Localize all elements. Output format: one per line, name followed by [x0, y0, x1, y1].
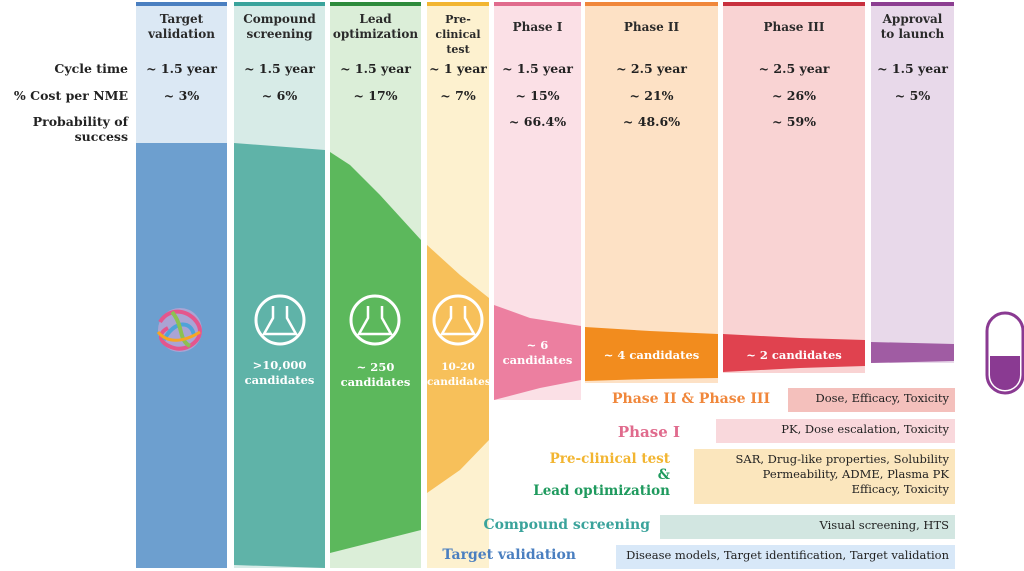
legend-title-compound-screening: Compound screening	[483, 517, 650, 533]
funnel-compound	[234, 143, 325, 568]
legend-desc-preclinical-lead: SAR, Drug-like properties, Solubility Pe…	[694, 449, 955, 504]
cycle-time-approval: ~ 1.5 year	[877, 61, 948, 76]
flask-icon	[349, 294, 401, 346]
cost-phase2: ~ 21%	[629, 88, 674, 103]
capsule-icon	[985, 311, 1024, 395]
row-label-cost: % Cost per NME	[13, 88, 128, 103]
funnel-approval	[871, 342, 954, 363]
stage-header-compound: Compound screening	[243, 12, 316, 41]
cycle-time-preclinical: ~ 1 year	[429, 61, 487, 76]
cost-compound: ~ 6%	[261, 88, 298, 103]
legend-desc-phase2-3: Dose, Efficacy, Toxicity	[788, 388, 955, 412]
flask-icons	[254, 294, 484, 346]
stage-column-phase3	[723, 3, 865, 373]
candidates-compound: >10,000 candidates	[244, 358, 315, 387]
cost-phase1: ~ 15%	[515, 88, 560, 103]
candidates-lead: ~ 250 candidates	[340, 360, 411, 389]
flask-icon	[254, 294, 306, 346]
candidates-phase1: ~ 6 candidates	[502, 338, 573, 367]
stage-header-phase1: Phase I	[512, 20, 563, 34]
stage-column-phase2	[585, 3, 718, 383]
candidates-phase2: ~ 4 candidates	[603, 348, 700, 362]
cycle-time-phase3: ~ 2.5 year	[758, 61, 830, 76]
legend-title-phase2-3: Phase II & Phase III	[611, 391, 770, 407]
funnel-phase3	[723, 334, 865, 372]
stage-header-phase3: Phase III	[763, 20, 825, 34]
funnel	[136, 143, 954, 568]
cost-phase3: ~ 26%	[771, 88, 817, 103]
stage-header-lead: Lead optimization	[332, 12, 419, 41]
cost-approval: ~ 5%	[894, 88, 931, 103]
cycle-time-phase2: ~ 2.5 year	[616, 61, 687, 76]
candidates-preclinical: 10-20 candidates	[427, 361, 491, 388]
legend-desc-target-validation: Disease models, Target identification, T…	[616, 545, 955, 569]
cycle-time-lead: ~ 1.5 year	[340, 61, 411, 76]
funnel-target	[136, 143, 227, 568]
legend-desc-compound-screening: Visual screening, HTS	[660, 515, 955, 539]
stage-header-target: Target validation	[148, 12, 215, 41]
stage-header-approval: Approval to launch	[880, 12, 945, 41]
stage-column-approval	[871, 3, 954, 363]
funnel-phase1	[494, 305, 581, 400]
cost-lead: ~ 17%	[353, 88, 398, 103]
success-phase2: ~ 48.6%	[622, 114, 681, 129]
funnel-preclinical	[427, 245, 489, 493]
cost-preclinical: ~ 7%	[440, 88, 476, 103]
legend-desc-phase1: PK, Dose escalation, Toxicity	[716, 419, 955, 443]
candidates-phase3: ~ 2 candidates	[746, 348, 842, 362]
legend-title-lead-optimization: Lead optimization	[533, 483, 670, 499]
cycle-time-compound: ~ 1.5 year	[244, 61, 315, 76]
funnel-lead	[330, 152, 421, 553]
protein-icon	[156, 308, 202, 352]
cost-target: ~ 3%	[163, 88, 200, 103]
flask-icon	[432, 294, 484, 346]
row-label-success: Probability of success	[32, 114, 128, 144]
cycle-time-target: ~ 1.5 year	[146, 61, 217, 76]
funnel-phase2	[585, 327, 718, 381]
success-phase1: ~ 66.4%	[508, 114, 567, 129]
stage-header-preclinical: Pre-clinical test	[435, 13, 481, 56]
legend-title-ampersand: &	[657, 467, 670, 483]
row-label-cycle-time: Cycle time	[54, 61, 128, 76]
legend-title-target-validation: Target validation	[442, 547, 576, 563]
success-phase3: ~ 59%	[771, 114, 817, 129]
stage-header-phase2: Phase II	[623, 20, 680, 34]
cycle-time-phase1: ~ 1.5 year	[502, 61, 573, 76]
legend-title-preclinical: Pre-clinical test	[549, 451, 670, 467]
legend-title-phase1: Phase I	[617, 423, 680, 441]
